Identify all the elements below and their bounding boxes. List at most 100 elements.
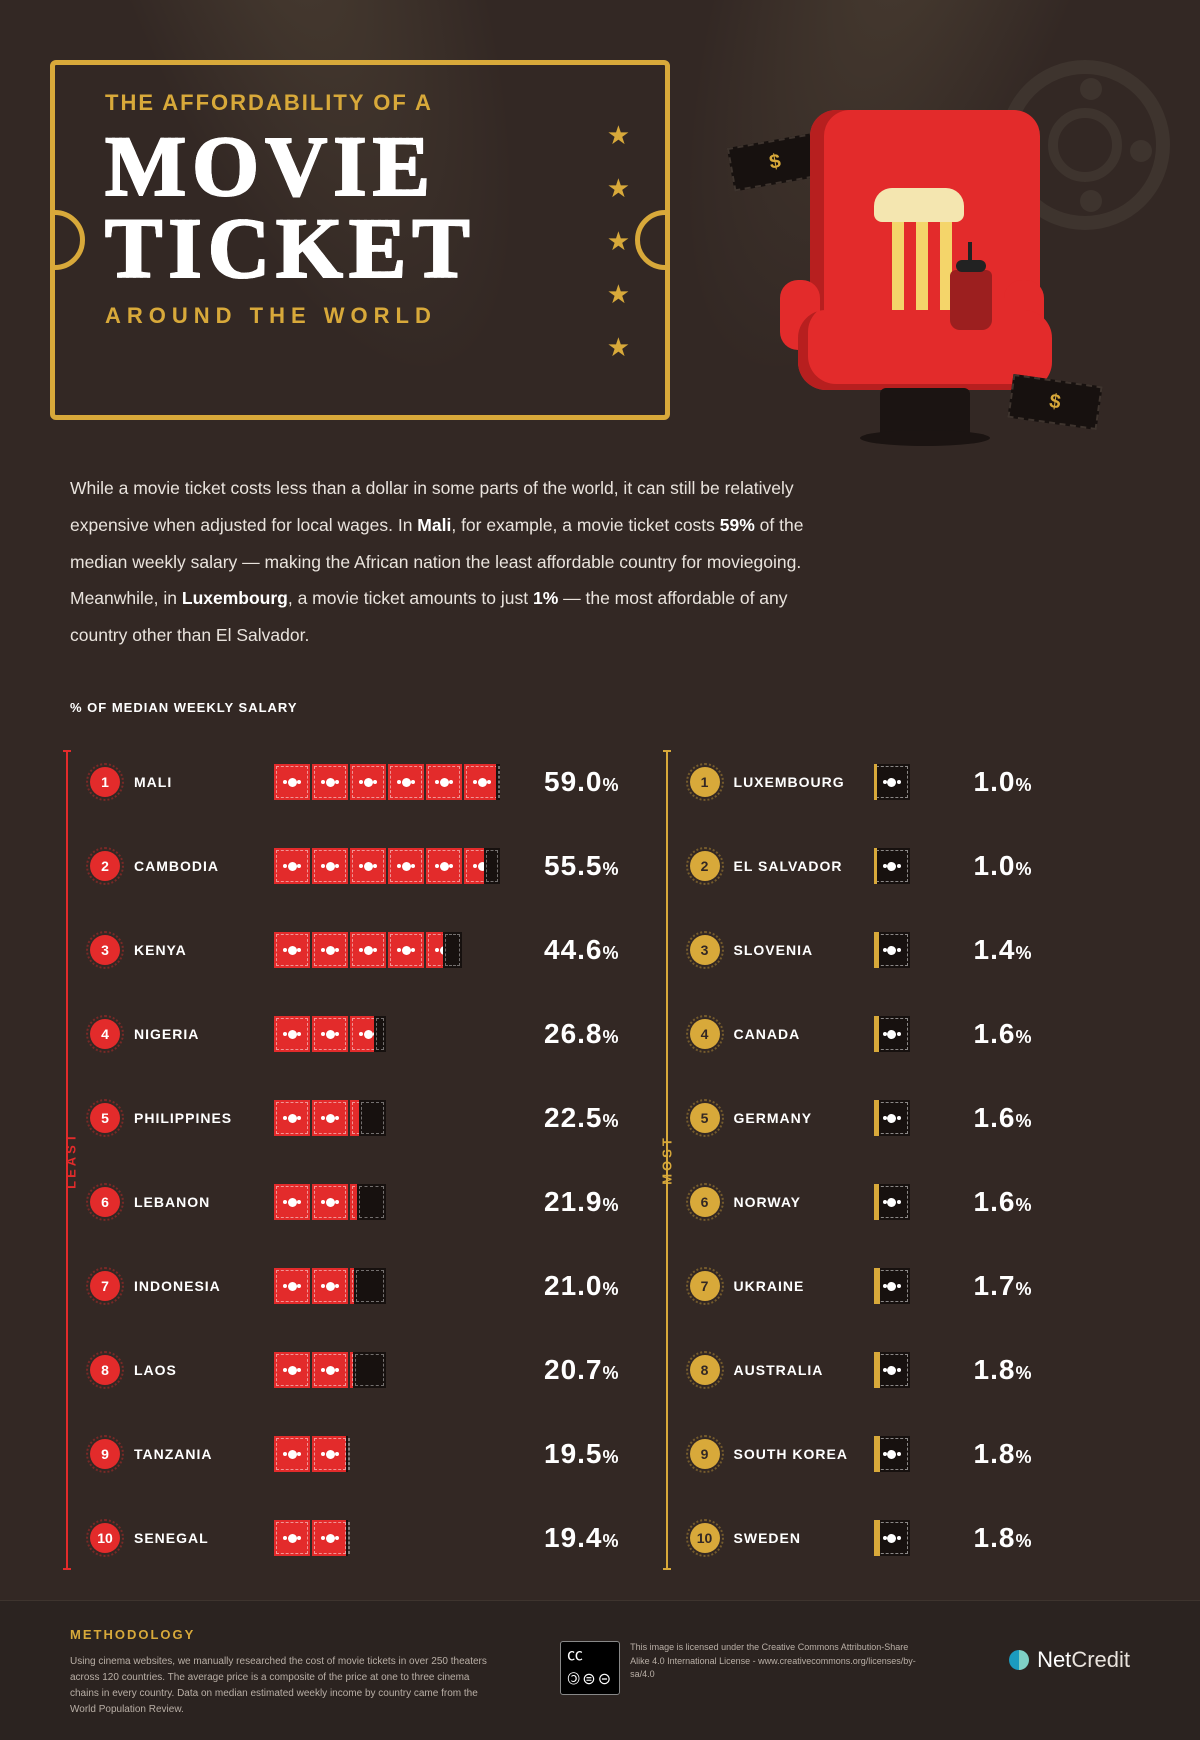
country-name: UKRAINE xyxy=(734,1278,874,1294)
methodology-heading: METHODOLOGY xyxy=(70,1627,1130,1642)
percent-value: 20.7% xyxy=(544,1354,620,1386)
methodology-body: Using cinema websites, we manually resea… xyxy=(70,1654,500,1718)
banknote-icon xyxy=(274,932,310,968)
percent-value: 1.6% xyxy=(974,1018,1033,1050)
table-row: 5GERMANY1.6% xyxy=(690,1076,1140,1160)
percent-value: 1.7% xyxy=(974,1270,1033,1302)
country-name: SLOVENIA xyxy=(734,942,874,958)
netcredit-mark-icon xyxy=(1009,1650,1029,1670)
star-icon: ★ xyxy=(607,332,630,363)
country-name: NIGERIA xyxy=(134,1026,274,1042)
bar xyxy=(274,1436,524,1472)
banknote-icon xyxy=(350,932,386,968)
percent-value: 19.4% xyxy=(544,1522,620,1554)
banknote-icon xyxy=(874,764,910,800)
star-column: ★ ★ ★ ★ ★ xyxy=(607,120,630,363)
table-row: 8 LAOS 20.7% xyxy=(90,1328,620,1412)
bar xyxy=(274,1268,524,1304)
rank-badge: 8 xyxy=(690,1355,720,1385)
star-icon: ★ xyxy=(607,120,630,151)
banknote-icon xyxy=(312,1184,348,1220)
percent-value: 21.9% xyxy=(544,1186,620,1218)
table-row: 6NORWAY1.6% xyxy=(690,1160,1140,1244)
rank-badge: 8 xyxy=(90,1355,120,1385)
bar xyxy=(874,1436,954,1472)
table-row: 5PHILIPPINES22.5% xyxy=(90,1076,620,1160)
title-line-1: MOVIE xyxy=(105,126,436,208)
rank-badge: 5 xyxy=(690,1103,720,1133)
dollar-bill-icon: $ xyxy=(727,133,823,192)
bar xyxy=(874,932,954,968)
banknote-icon xyxy=(274,1100,310,1136)
star-icon: ★ xyxy=(607,173,630,204)
rank-badge: 4 xyxy=(90,1019,120,1049)
intro-paragraph: While a movie ticket costs less than a d… xyxy=(70,470,830,654)
rank-badge: 7 xyxy=(90,1271,120,1301)
banknote-icon xyxy=(350,1352,386,1388)
rank-badge: 9 xyxy=(90,1439,120,1469)
banknote-icon xyxy=(350,1184,386,1220)
percent-value: 1.6% xyxy=(974,1186,1033,1218)
banknote-icon xyxy=(274,1268,310,1304)
banknote-icon xyxy=(426,764,462,800)
star-icon: ★ xyxy=(607,226,630,257)
rank-badge: 2 xyxy=(690,851,720,881)
bar xyxy=(274,848,524,884)
banknote-icon xyxy=(312,1268,348,1304)
banknote-icon xyxy=(312,1436,348,1472)
banknote-icon xyxy=(874,1016,910,1052)
least-label: LEAST xyxy=(63,1131,78,1189)
table-row: 2CAMBODIA55.5% xyxy=(90,824,620,908)
percent-value: 19.5% xyxy=(544,1438,620,1470)
bar xyxy=(874,1016,954,1052)
title-block: THE AFFORDABILITY OF A MOVIE TICKET AROU… xyxy=(105,90,476,329)
rank-badge: 2 xyxy=(90,851,120,881)
percent-value: 1.4% xyxy=(974,934,1033,966)
percent-value: 22.5% xyxy=(544,1102,620,1134)
table-row: 2EL SALVADOR1.0% xyxy=(690,824,1140,908)
banknote-icon xyxy=(312,764,348,800)
banknote-icon xyxy=(312,848,348,884)
banknote-icon xyxy=(312,1100,348,1136)
bar xyxy=(874,1100,954,1136)
table-row: 9 TANZANIA 19.5% xyxy=(90,1412,620,1496)
soda-cup-icon xyxy=(950,270,992,330)
percent-value: 1.6% xyxy=(974,1102,1033,1134)
rank-badge: 5 xyxy=(90,1103,120,1133)
least-affordable-column: LEAST 1MALI59.0%2CAMBODIA55.5%3KENYA44.6… xyxy=(60,740,620,1580)
country-name: TANZANIA xyxy=(134,1446,274,1462)
bar xyxy=(874,1520,954,1556)
banknote-icon xyxy=(312,1520,348,1556)
banknote-icon xyxy=(874,1268,910,1304)
bar xyxy=(274,764,524,800)
country-name: KENYA xyxy=(134,942,274,958)
table-row: 9SOUTH KOREA1.8% xyxy=(690,1412,1140,1496)
banknote-icon xyxy=(464,848,500,884)
metric-title: % OF MEDIAN WEEKLY SALARY xyxy=(70,700,297,715)
table-row: 7UKRAINE1.7% xyxy=(690,1244,1140,1328)
rankings-container: LEAST 1MALI59.0%2CAMBODIA55.5%3KENYA44.6… xyxy=(60,740,1140,1580)
country-name: INDONESIA xyxy=(134,1278,274,1294)
table-row: 1LUXEMBOURG1.0% xyxy=(690,740,1140,824)
percent-value: 26.8% xyxy=(544,1018,620,1050)
table-row: 6LEBANON21.9% xyxy=(90,1160,620,1244)
title-line-2: TICKET xyxy=(105,208,476,290)
table-row: 1MALI59.0% xyxy=(90,740,620,824)
banknote-icon xyxy=(874,932,910,968)
banknote-icon xyxy=(274,1520,310,1556)
rank-badge: 1 xyxy=(90,767,120,797)
country-name: AUSTRALIA xyxy=(734,1362,874,1378)
banknote-icon xyxy=(274,848,310,884)
table-row: 10SWEDEN1.8% xyxy=(690,1496,1140,1580)
country-name: LAOS xyxy=(134,1362,274,1378)
country-name: MALI xyxy=(134,774,274,790)
banknote-icon xyxy=(350,1268,386,1304)
table-row: 8AUSTRALIA1.8% xyxy=(690,1328,1140,1412)
license-block: ㏄🄯⊜⊝ This image is licensed under the Cr… xyxy=(560,1641,920,1695)
star-icon: ★ xyxy=(607,279,630,310)
rank-badge: 4 xyxy=(690,1019,720,1049)
most-label: MOST xyxy=(659,1135,674,1185)
pre-title: THE AFFORDABILITY OF A xyxy=(105,90,476,116)
table-row: 4CANADA1.6% xyxy=(690,992,1140,1076)
table-row: 10SENEGAL19.4% xyxy=(90,1496,620,1580)
